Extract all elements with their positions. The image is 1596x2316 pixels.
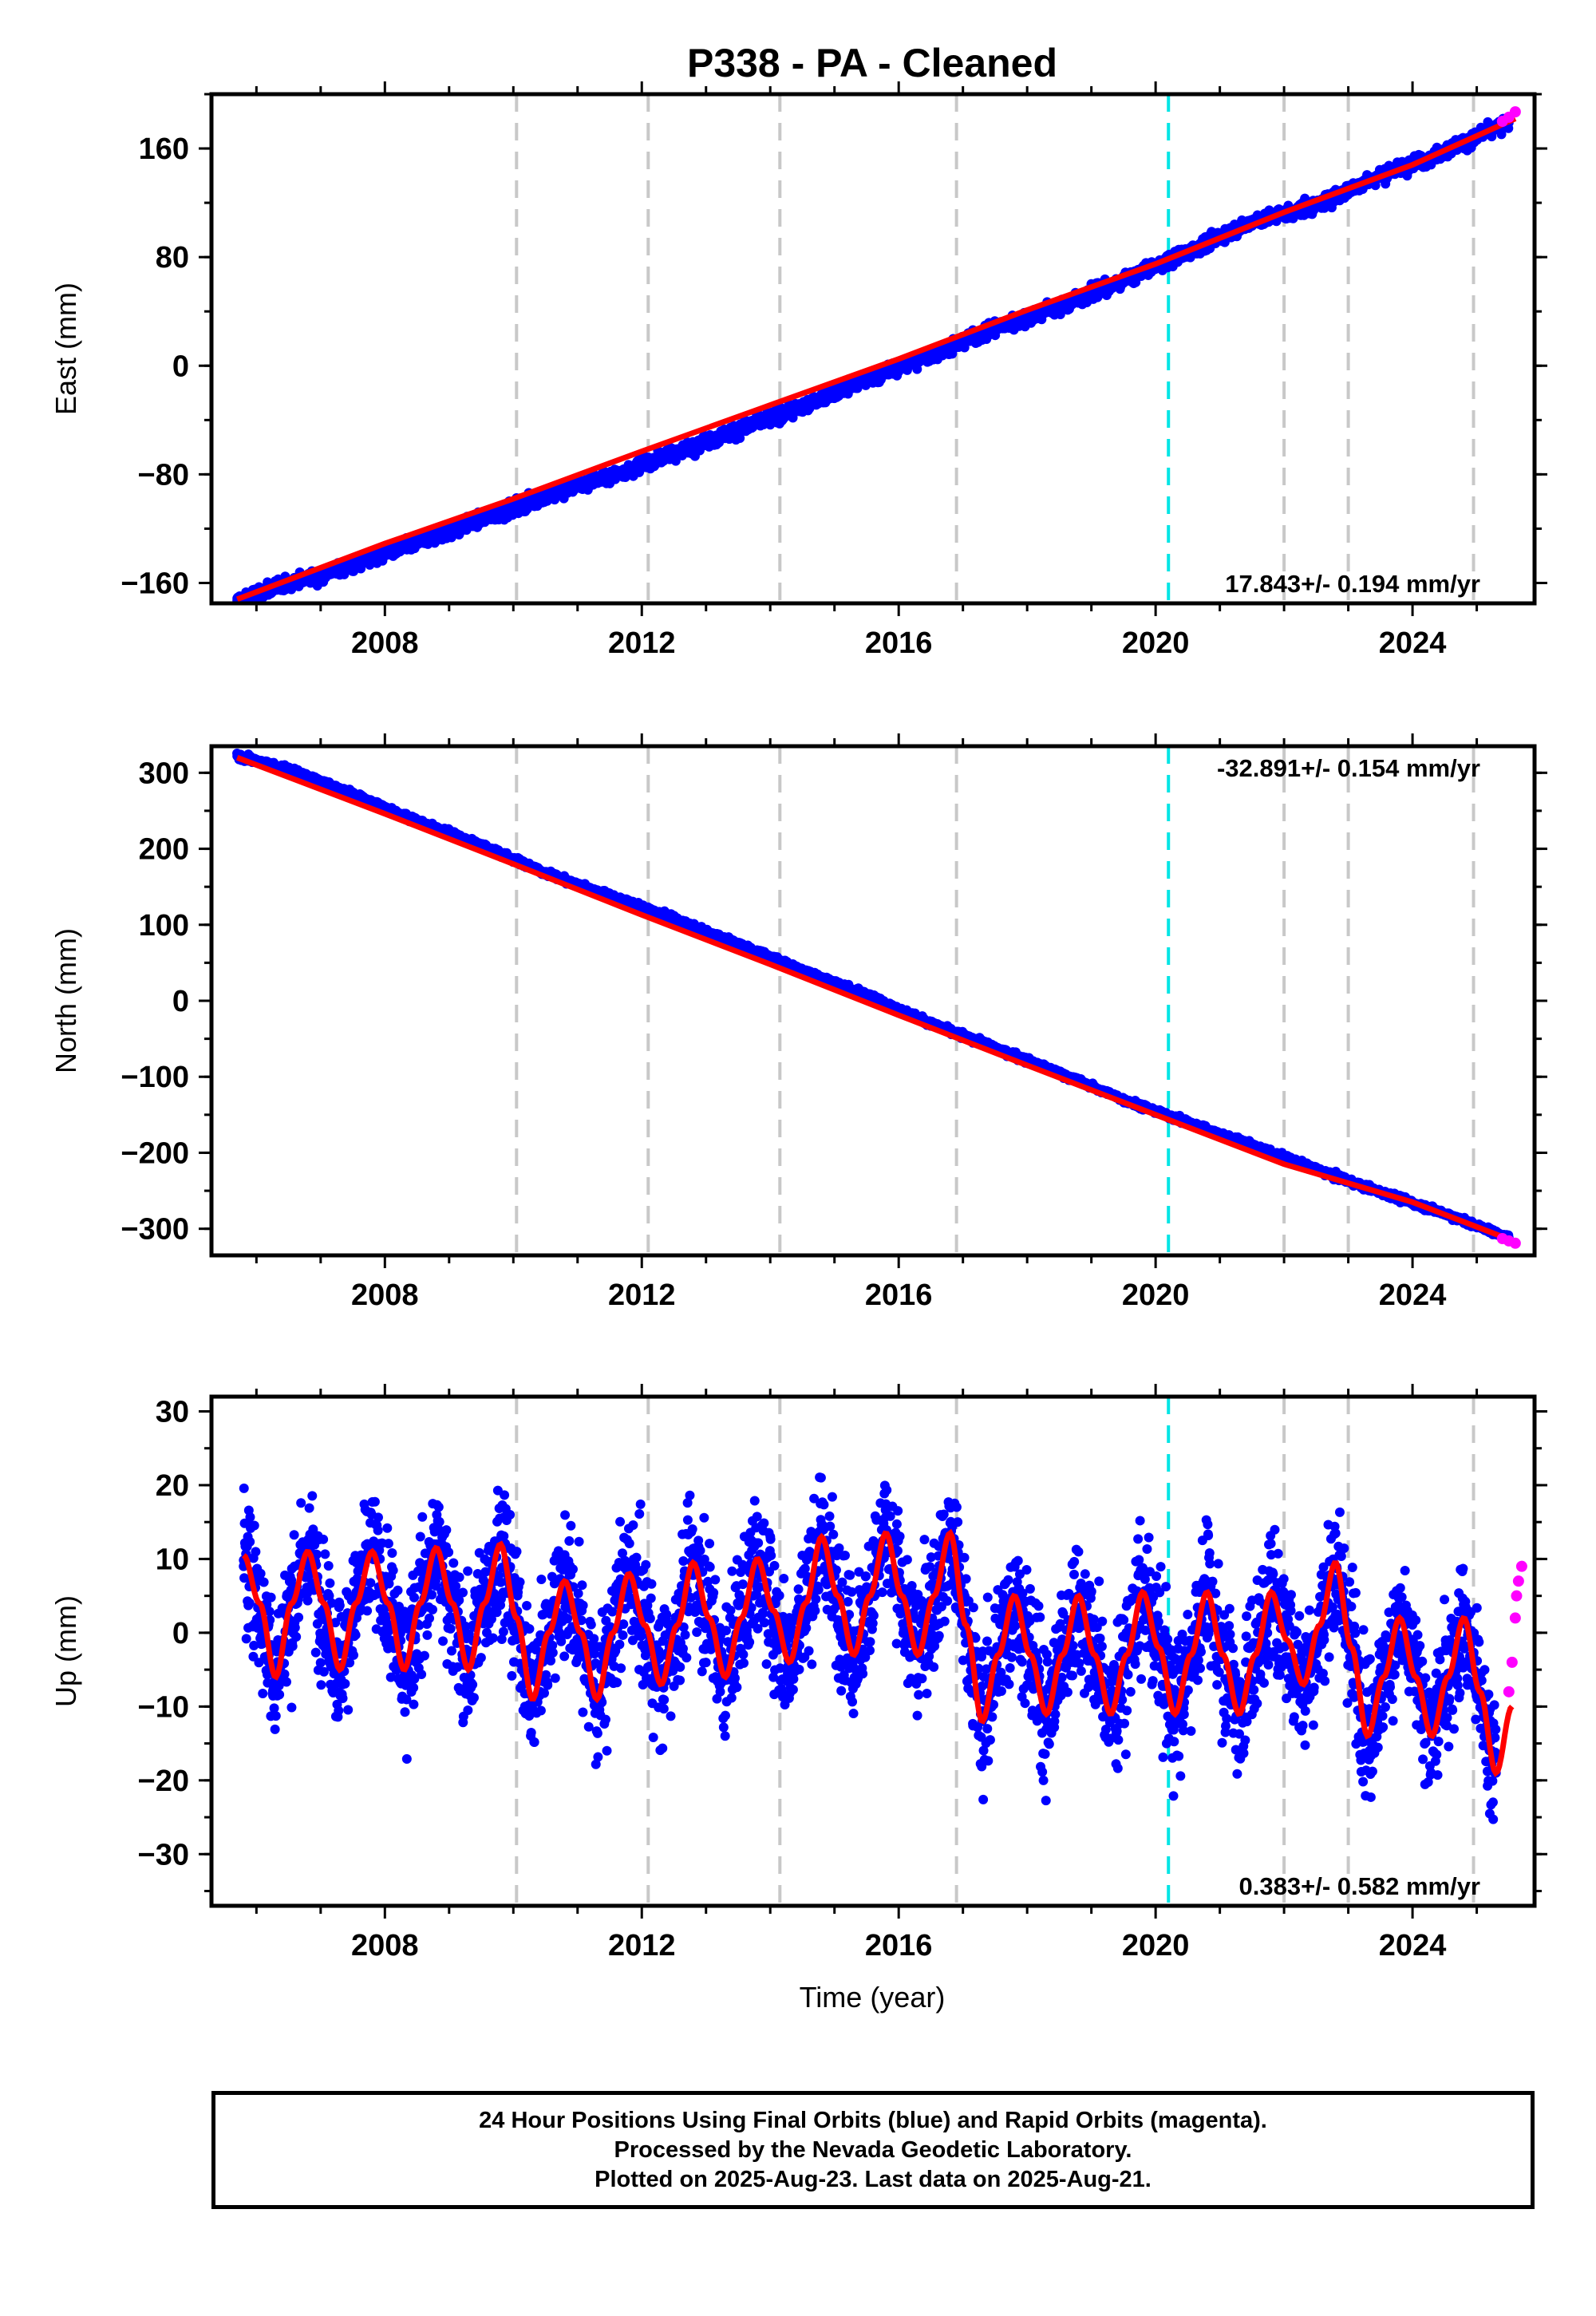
y-axis-label: East (mm) (49, 283, 82, 415)
y-tick-label: 0 (172, 350, 189, 383)
data-point (1131, 277, 1141, 287)
data-point (669, 448, 679, 458)
velocity-label: 17.843+/- 0.194 mm/yr (1225, 570, 1480, 598)
model-fit-line (235, 116, 1517, 603)
x-tick-label: 2012 (608, 626, 676, 660)
data-point (1496, 129, 1507, 140)
panel-east: 2008 2012 2016 2020 2024 −160 −80 0 80 160 East (m… (49, 81, 1547, 660)
data-point (926, 350, 936, 360)
rapid-orbit-point (1509, 106, 1521, 118)
y-tick-label: 160 (139, 132, 189, 166)
x-tick-label: 2020 (1122, 626, 1190, 660)
data-point (476, 514, 487, 524)
x-tick-label: 2016 (865, 626, 933, 660)
chart-title: P338 - PA - Cleaned (687, 41, 1057, 85)
panel-north: 2008 2012 2016 2020 2024−300−200−10001002003… (49, 733, 1547, 1312)
x-tick-label: 2024 (1379, 626, 1447, 660)
y-tick-label: −160 (120, 567, 189, 600)
data-point (540, 491, 551, 501)
data-point (733, 425, 743, 435)
x-tick-label: 2008 (351, 626, 419, 660)
data-point (605, 471, 615, 481)
data-point (348, 560, 358, 571)
data-point (797, 401, 808, 412)
y-tick-label: −80 (138, 458, 189, 492)
data-point (1054, 301, 1065, 311)
plot-area (232, 106, 1521, 603)
y-tick-label: 80 (156, 241, 189, 275)
data-point (412, 537, 422, 547)
data-point (861, 374, 871, 385)
plot-area (232, 749, 1521, 1249)
axes-frame (209, 92, 1537, 606)
data-point (735, 433, 745, 443)
